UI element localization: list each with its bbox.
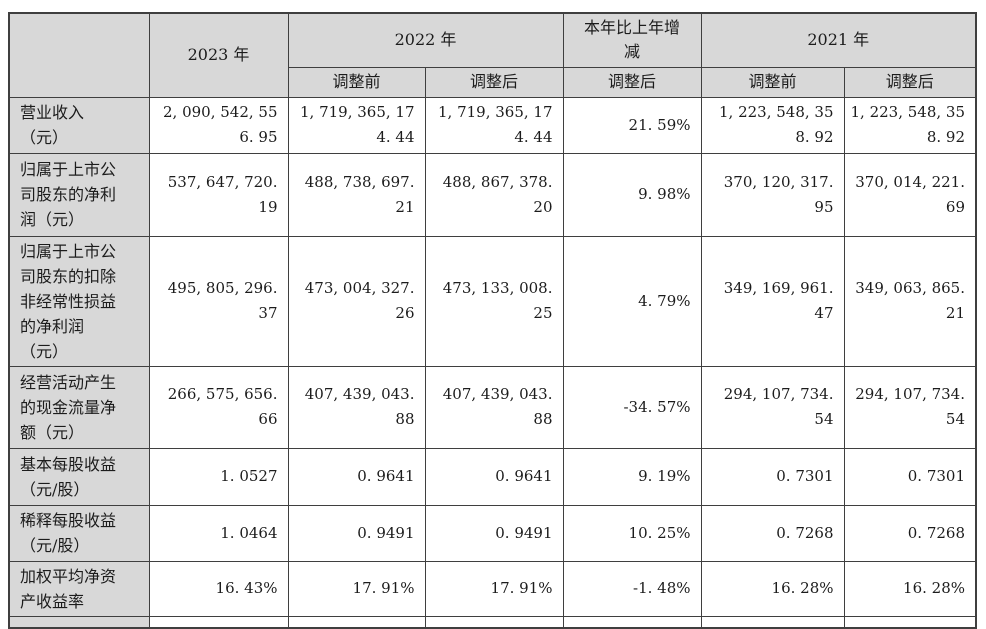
row-label (8, 615, 150, 629)
row-label: 归属于上市公 司股东的净利 润（元） (8, 152, 150, 237)
financial-indicators-table-wrap: 2023 年 2022 年 本年比上年增 减 2021 年 调整前 调整后 调整… (8, 12, 977, 629)
row-label: 归属于上市公 司股东的扣除 非经常性损益 的净利润 （元） (8, 235, 150, 367)
table-row-weighted-avg-roe: 加权平均净资 产收益率 16. 43% 17. 91% 17. 91% -1. … (8, 560, 977, 617)
header-corner-cell (8, 12, 150, 98)
cell-change: 9. 98% (562, 152, 702, 237)
row-label: 营业收入 （元） (8, 96, 150, 154)
table-row-operating-revenue: 营业收入 （元） 2, 090, 542, 55 6. 95 1, 719, 3… (8, 96, 977, 154)
cell-2022-before: 407, 439, 043. 88 (287, 365, 426, 449)
cell-2021-before: 349, 169, 961. 47 (700, 235, 845, 367)
subheader-2021-adjust-after: 调整后 (843, 66, 977, 98)
cell-2021-after: 294, 107, 734. 54 (843, 365, 977, 449)
cell-2022-before: 488, 738, 697. 21 (287, 152, 426, 237)
cell-2022-after: 0. 9491 (424, 504, 564, 562)
cell-2022-before: 0. 9491 (287, 504, 426, 562)
cell-2023: 16. 43% (148, 560, 289, 617)
subheader-2021-adjust-before: 调整前 (700, 66, 845, 98)
table-row-diluted-eps: 稀释每股收益 （元/股） 1. 0464 0. 9491 0. 9491 10.… (8, 504, 977, 562)
cell-2021-after: 0. 7268 (843, 504, 977, 562)
cell-change: -1. 48% (562, 560, 702, 617)
header-change-yoy: 本年比上年增 减 (562, 12, 702, 68)
row-label: 经营活动产生 的现金流量净 额（元） (8, 365, 150, 449)
cell-2022-after: 473, 133, 008. 25 (424, 235, 564, 367)
cell-2021-before: 0. 7268 (700, 504, 845, 562)
cell-2022-before: 473, 004, 327. 26 (287, 235, 426, 367)
table-row-basic-eps: 基本每股收益 （元/股） 1. 0527 0. 9641 0. 9641 9. … (8, 447, 977, 506)
subheader-change-adjust-after: 调整后 (562, 66, 702, 98)
cell-change: 9. 19% (562, 447, 702, 506)
cell-2021-before: 1, 223, 548, 35 8. 92 (700, 96, 845, 154)
cell-2022-after: 1, 719, 365, 17 4. 44 (424, 96, 564, 154)
cell-2022-before: 17. 91% (287, 560, 426, 617)
table-row-partial-clipped (8, 615, 977, 629)
table-row-operating-cash-flow: 经营活动产生 的现金流量净 额（元） 266, 575, 656. 66 407… (8, 365, 977, 449)
row-label: 基本每股收益 （元/股） (8, 447, 150, 506)
cell-2022-before: 0. 9641 (287, 447, 426, 506)
cell-2021-before: 0. 7301 (700, 447, 845, 506)
row-label: 加权平均净资 产收益率 (8, 560, 150, 617)
header-row-adjust: 调整前 调整后 调整后 调整前 调整后 (9, 66, 977, 98)
header-2023: 2023 年 (148, 12, 289, 98)
cell-2021-after: 370, 014, 221. 69 (843, 152, 977, 237)
row-label: 稀释每股收益 （元/股） (8, 504, 150, 562)
cell-2023: 266, 575, 656. 66 (148, 365, 289, 449)
header-2021: 2021 年 (700, 12, 977, 68)
cell-2021-after: 1, 223, 548, 35 8. 92 (843, 96, 977, 154)
cell-2022-after: 0. 9641 (424, 447, 564, 506)
cell-change: 4. 79% (562, 235, 702, 367)
financial-indicators-table: 2023 年 2022 年 本年比上年增 减 2021 年 调整前 调整后 调整… (8, 12, 977, 629)
cell-2021-before: 16. 28% (700, 560, 845, 617)
cell-2022-after: 17. 91% (424, 560, 564, 617)
header-2022: 2022 年 (287, 12, 564, 68)
cell-2021-after: 16. 28% (843, 560, 977, 617)
cell-2023: 1. 0464 (148, 504, 289, 562)
cell-change: -34. 57% (562, 365, 702, 449)
cell-2023: 2, 090, 542, 55 6. 95 (148, 96, 289, 154)
table-row-net-profit: 归属于上市公 司股东的净利 润（元） 537, 647, 720. 19 488… (8, 152, 977, 237)
cell-2022-before: 1, 719, 365, 17 4. 44 (287, 96, 426, 154)
subheader-2022-adjust-after: 调整后 (424, 66, 564, 98)
cell-change: 10. 25% (562, 504, 702, 562)
cell-2022-after: 488, 867, 378. 20 (424, 152, 564, 237)
cell-2023: 537, 647, 720. 19 (148, 152, 289, 237)
cell-2021-before: 294, 107, 734. 54 (700, 365, 845, 449)
header-row-years: 2023 年 2022 年 本年比上年增 减 2021 年 (8, 12, 977, 98)
cell-2021-after: 349, 063, 865. 21 (843, 235, 977, 367)
table-row-net-profit-excl-nonrecurring: 归属于上市公 司股东的扣除 非经常性损益 的净利润 （元） 495, 805, … (8, 235, 977, 367)
cell-2022-after: 407, 439, 043. 88 (424, 365, 564, 449)
cell-2023: 1. 0527 (148, 447, 289, 506)
cell-change: 21. 59% (562, 96, 702, 154)
cell-2023: 495, 805, 296. 37 (148, 235, 289, 367)
cell-2021-after: 0. 7301 (843, 447, 977, 506)
subheader-2022-adjust-before: 调整前 (287, 66, 426, 98)
cell-2021-before: 370, 120, 317. 95 (700, 152, 845, 237)
